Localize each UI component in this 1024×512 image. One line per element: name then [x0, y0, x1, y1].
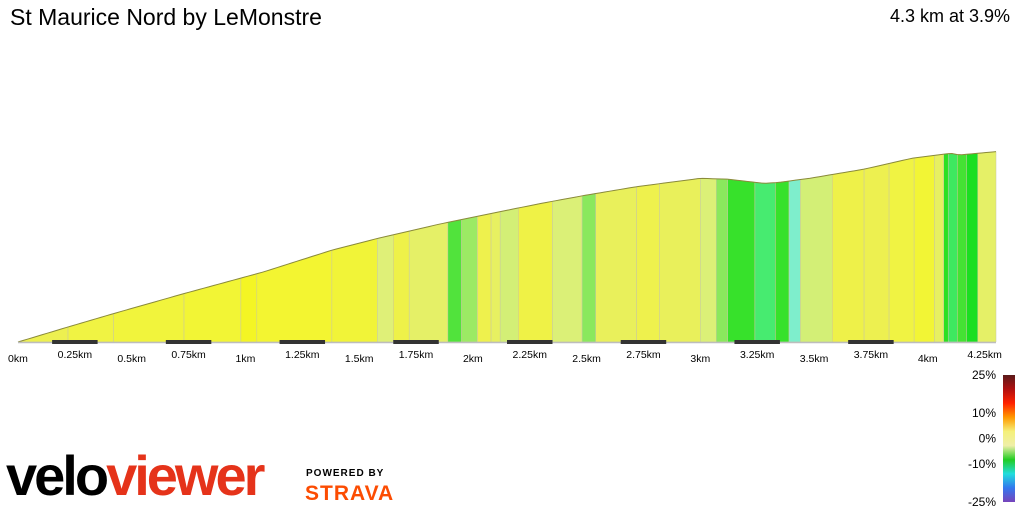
logo-viewer-text: viewer	[106, 444, 265, 507]
gradient-segment	[256, 249, 333, 343]
gradient-segment	[477, 213, 492, 343]
gradient-segment	[393, 230, 410, 343]
legend-label: -10%	[968, 457, 996, 471]
km-marker-bar	[620, 340, 667, 344]
gradient-segment	[447, 219, 462, 343]
gradient-segment	[113, 293, 185, 343]
gradient-segment	[977, 151, 997, 343]
x-tick-label: 0.25km	[58, 349, 93, 361]
x-tick-label: 1.5km	[345, 353, 374, 365]
gradient-segment	[947, 153, 958, 343]
x-tick-label: 0.5km	[117, 353, 146, 365]
gradient-segment	[183, 277, 242, 343]
x-tick-label: 0.75km	[171, 349, 206, 361]
gradient-segments	[17, 151, 997, 343]
km-marker-bar	[279, 340, 326, 344]
gradient-segment	[775, 180, 790, 343]
gradient-segment	[595, 186, 637, 343]
km-marker-bar	[848, 340, 894, 344]
legend-label: 25%	[972, 368, 996, 382]
page-title: St Maurice Nord by LeMonstre	[10, 4, 322, 30]
segment-summary: 4.3 km at 3.9%	[889, 6, 1010, 26]
gradient-segment	[754, 182, 776, 343]
gradient-segment	[800, 174, 833, 343]
x-tick-label: 4.25km	[967, 349, 1002, 361]
gradient-segment	[863, 163, 890, 343]
km-markers	[52, 340, 894, 344]
gradient-segment	[957, 154, 967, 343]
x-tick-label: 3km	[690, 353, 710, 365]
km-marker-bar	[165, 340, 212, 344]
km-marker-bar	[393, 340, 439, 344]
gradient-segment	[636, 183, 660, 343]
gradient-segment	[377, 234, 394, 343]
gradient-segment	[518, 200, 553, 343]
x-tick-label: 2.25km	[513, 349, 548, 361]
veloviewer-logo: veloviewer	[6, 448, 265, 504]
gradient-segment	[552, 195, 583, 343]
x-tick-label: 2.5km	[572, 353, 601, 365]
logo-velo-text: velo	[6, 444, 109, 507]
gradient-segment	[67, 313, 114, 343]
gradient-legend-bar	[1003, 375, 1015, 502]
gradient-segment	[727, 178, 756, 343]
gradient-segment	[461, 216, 478, 343]
gradient-segment	[499, 207, 519, 343]
gradient-segment	[240, 273, 258, 343]
x-tick-label: 2km	[463, 353, 483, 365]
gradient-segment	[331, 238, 378, 343]
km-marker-bar	[507, 340, 553, 344]
x-tick-label: 4km	[918, 353, 938, 365]
gradient-segment	[831, 168, 865, 343]
gradient-legend-labels: 25% 10% 0% -10% -25%	[968, 368, 996, 509]
legend-label: 0%	[979, 432, 997, 446]
x-tick-label: 2.75km	[626, 349, 661, 361]
powered-by-label: POWERED BY	[306, 468, 385, 479]
legend-label: -25%	[968, 495, 996, 509]
x-axis-ticks: 0km 0.25km 0.5km 0.75km 1km 1.25km 1.5km 1.75km…	[8, 349, 1002, 365]
gradient-segment	[581, 193, 596, 343]
x-tick-label: 3.5km	[800, 353, 829, 365]
elevation-outline	[17, 151, 997, 343]
km-marker-bar	[734, 340, 780, 344]
gradient-segment	[659, 178, 701, 343]
strava-logo: STRAVA	[305, 482, 395, 505]
legend-label: 10%	[972, 406, 996, 420]
x-tick-label: 3.75km	[854, 349, 889, 361]
gradient-segment	[490, 211, 501, 343]
gradient-segment	[716, 178, 728, 343]
km-marker-bar	[52, 340, 98, 344]
x-tick-label: 0km	[8, 353, 28, 365]
x-tick-label: 1.75km	[399, 349, 434, 361]
x-tick-label: 3.25km	[740, 349, 775, 361]
gradient-segment	[700, 178, 717, 343]
x-tick-label: 1.25km	[285, 349, 320, 361]
gradient-segment	[966, 153, 979, 343]
gradient-segment	[934, 153, 944, 343]
x-tick-label: 1km	[236, 353, 256, 365]
gradient-segment	[788, 179, 801, 343]
gradient-segment	[408, 222, 449, 343]
gradient-segment	[943, 153, 949, 343]
gradient-segment	[913, 155, 935, 343]
gradient-segment	[888, 157, 915, 343]
